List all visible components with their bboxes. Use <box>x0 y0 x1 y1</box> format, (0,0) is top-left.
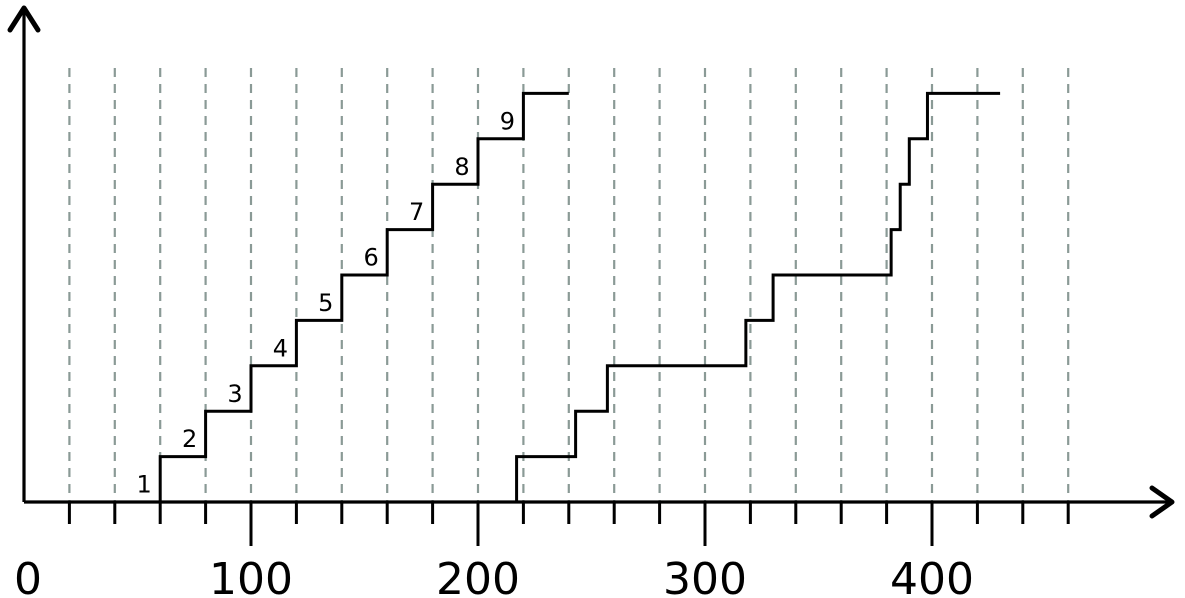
x-tick-label: 100 <box>209 554 293 598</box>
step-label: 5 <box>318 289 333 317</box>
step-label: 8 <box>454 153 469 181</box>
x-tick-label: 200 <box>436 554 520 598</box>
step-label: 6 <box>364 244 379 272</box>
x-tick-label: 400 <box>890 554 974 598</box>
step-label: 3 <box>227 380 242 408</box>
x-tick-label: 300 <box>663 554 747 598</box>
step-label: 4 <box>273 334 288 362</box>
x-axis-arrow <box>1149 485 1175 519</box>
step-label: 9 <box>500 107 515 135</box>
x-tick-label: 0 <box>14 554 42 598</box>
step-label: 7 <box>409 198 424 226</box>
step-label: 2 <box>182 425 197 453</box>
step-label: 1 <box>137 471 152 499</box>
series-1-line <box>158 91 569 502</box>
series-2-line <box>515 91 1001 502</box>
y-axis-arrow <box>7 5 41 33</box>
